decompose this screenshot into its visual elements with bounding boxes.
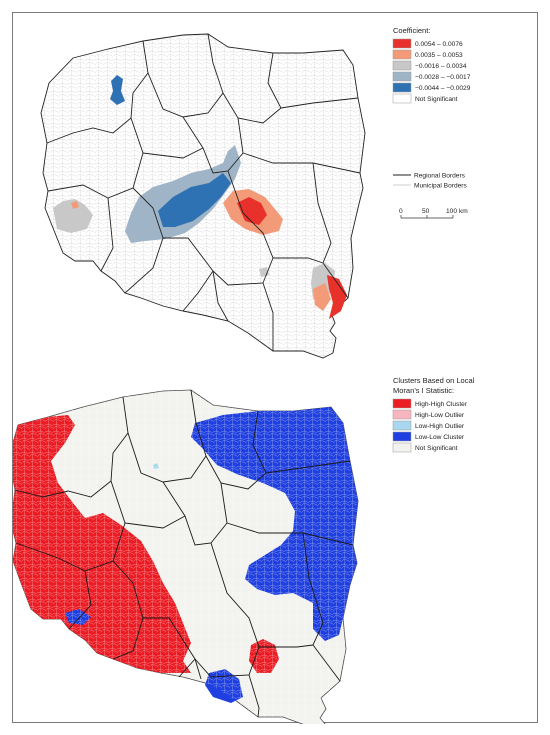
moran-legend-title-line1: Clusters Based on Local — [393, 376, 475, 385]
coefficient-legend-swatch-0 — [392, 38, 412, 49]
moran-cluster-map: Clusters Based on Local Moran’s I Statis… — [8, 376, 475, 726]
moran-legend-label-2: Low-High Outlier — [415, 423, 465, 430]
moran-legend-swatch-1 — [392, 409, 412, 420]
coefficient-legend: Coefficient: 0.0054 – 0.0076 0.0035 – 0.0… — [392, 26, 471, 104]
coefficient-legend-swatch-3 — [392, 71, 412, 82]
moran-legend-label-1: High-Low Outlier — [415, 412, 465, 419]
coefficient-legend-label-5: Not Significant — [415, 96, 458, 103]
moran-legend-swatch-3 — [392, 431, 412, 442]
municipal-border-label: Municipal Borders — [414, 183, 467, 190]
moran-legend-swatch-4 — [392, 442, 412, 453]
coefficient-legend-swatch-2 — [392, 60, 412, 71]
cluster-blue-central — [158, 173, 231, 227]
scale-bar: 0 50 100 km — [399, 208, 468, 219]
cluster-red-east — [237, 197, 267, 225]
cluster-red-southeast — [327, 275, 347, 319]
cluster-orange-west — [71, 201, 79, 209]
scale-tick-50: 50 — [422, 208, 430, 215]
moran-legend-swatch-2 — [392, 420, 412, 431]
regional-borders-bottom — [14, 389, 354, 718]
municipal-texture-bottom — [9, 390, 358, 725]
cluster-orange-southeast — [313, 283, 331, 311]
coefficient-legend-label-2: −0.0016 – 0.0034 — [415, 63, 467, 70]
moran-legend-swatch-0 — [392, 398, 412, 409]
regional-border-label: Regional Borders — [414, 173, 466, 180]
coefficient-legend-label-4: −0.0044 – −0.0029 — [415, 85, 471, 92]
coefficient-legend-label-1: 0.0035 – 0.0053 — [415, 52, 463, 59]
scale-tick-0: 0 — [399, 208, 403, 215]
cluster-blue-north — [110, 75, 125, 105]
coefficient-legend-items: 0.0054 – 0.0076 0.0035 – 0.0053 −0.0016 – … — [392, 38, 471, 104]
figure-frame: Coefficient: 0.0054 – 0.0076 0.0035 – 0.0… — [8, 12, 538, 726]
coefficient-legend-swatch-1 — [392, 49, 412, 60]
moran-legend-label-0: High-High Cluster — [415, 401, 468, 408]
coefficient-legend-label-0: 0.0054 – 0.0076 — [415, 41, 463, 48]
coefficient-legend-title: Coefficient: — [393, 26, 430, 35]
scale-tick-100: 100 — [446, 208, 457, 215]
border-legend: Regional Borders Municipal Borders — [393, 173, 467, 190]
coefficient-clusters — [53, 75, 347, 319]
coefficient-map: Coefficient: 0.0054 – 0.0076 0.0035 – 0.0… — [40, 26, 471, 359]
coefficient-legend-label-3: −0.0028 – −0.0017 — [415, 74, 471, 81]
moran-legend-items: High-High Cluster High-Low Outlier Low-Hig… — [392, 398, 468, 453]
coefficient-legend-swatch-5 — [392, 93, 412, 104]
moran-legend: Clusters Based on Local Moran’s I Statis… — [392, 376, 475, 453]
coefficient-legend-swatch-4 — [392, 82, 412, 93]
moran-legend-label-4: Not Significant — [415, 445, 458, 452]
figure-canvas: Coefficient: 0.0054 – 0.0076 0.0035 – 0.0… — [8, 26, 475, 726]
moran-legend-title-line2: Moran’s I Statistic: — [393, 386, 454, 395]
moran-legend-label-3: Low-Low Cluster — [415, 434, 465, 441]
scale-unit: km — [459, 208, 468, 215]
cluster-grey-west — [53, 199, 93, 233]
regional-borders-top — [46, 33, 361, 351]
